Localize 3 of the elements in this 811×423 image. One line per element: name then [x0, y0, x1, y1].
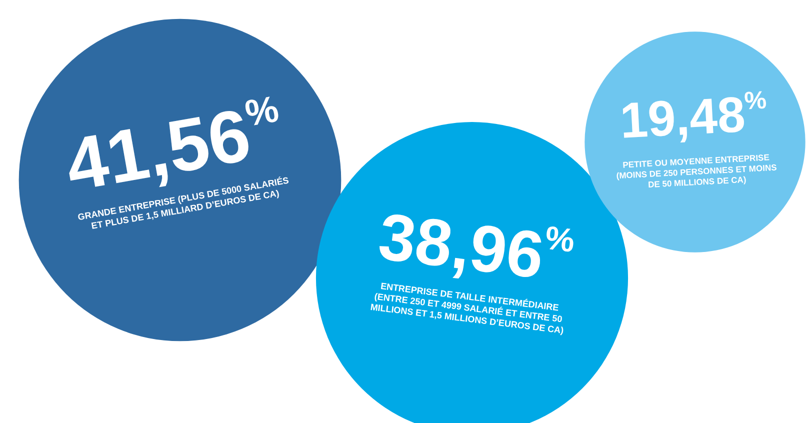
- data-label: 19,48$^{%}$: [618, 86, 768, 149]
- category-label: ENTREPRISE DE TAILLE INTERMÉDIAIRE (ENTRE 250 ET 4999 SALARIÉ ET ENTRE 50 MILLIONS ET 1,5 MILLIONS D’EUROS DE CA): [370, 280, 564, 336]
- category-label: PETITE OU MOYENNE ENTREPRISE (MOINS DE 250 PERSONNES ET MOINS DE 50 MILLIONS DE CA): [616, 152, 778, 190]
